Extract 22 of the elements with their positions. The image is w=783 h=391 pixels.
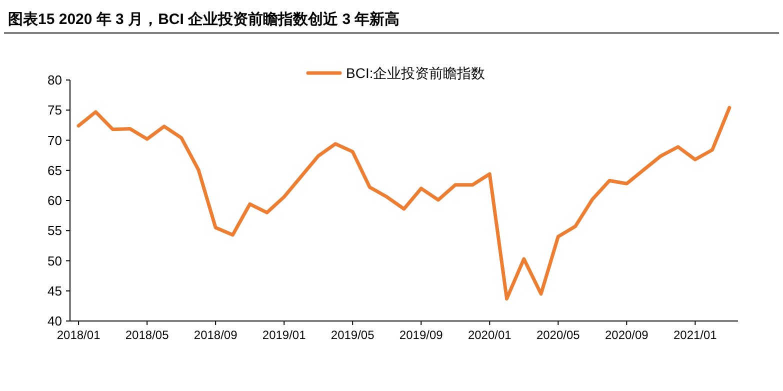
y-tick-label: 70: [48, 132, 62, 148]
y-tick-label: 40: [48, 314, 62, 328]
x-tick-label: 2018/09: [194, 328, 238, 342]
x-tick-label: 2020/05: [536, 328, 580, 342]
chart-title: 图表15 2020 年 3 月，BCI 企业投资前瞻指数创近 3 年新高: [8, 10, 400, 28]
y-tick-label: 50: [48, 253, 62, 268]
legend-label: BCI:企业投资前瞻指数: [346, 65, 486, 81]
line-series: [76, 106, 732, 300]
x-tick-label: 2019/01: [262, 328, 306, 342]
y-tick-label: 45: [48, 283, 62, 298]
x-tick-label: 2020/09: [604, 328, 649, 342]
x-tick-label: 2019/09: [399, 328, 444, 342]
x-tick-label: 2019/05: [330, 328, 375, 342]
x-tick-label: 2018/01: [56, 328, 101, 342]
y-tick-label: 65: [48, 162, 62, 178]
y-tick-label: 75: [48, 102, 62, 118]
x-tick-label: 2020/01: [468, 328, 512, 342]
x-tick-label: 2018/05: [125, 328, 170, 342]
y-tick-label: 60: [48, 193, 62, 208]
y-tick-label: 55: [48, 223, 62, 238]
y-tick-label: 80: [48, 72, 62, 88]
x-tick-label: 2021/01: [673, 328, 718, 342]
